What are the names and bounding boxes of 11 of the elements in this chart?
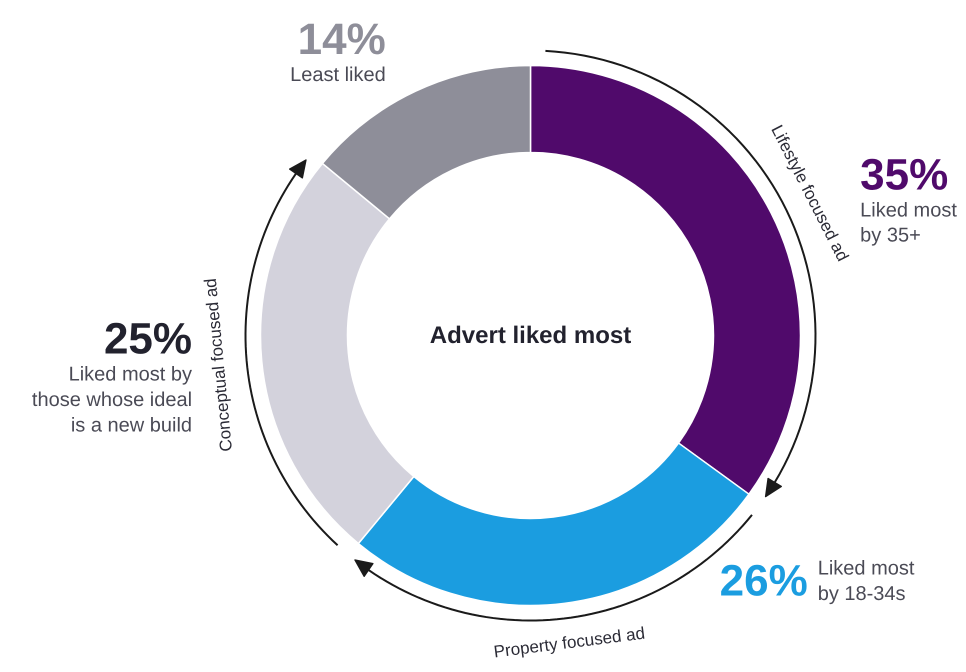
slice-label: Property focused ad bbox=[492, 624, 646, 662]
text: Liked most by those whose ideal is a new build bbox=[32, 364, 192, 436]
data-label: 35% bbox=[860, 150, 948, 200]
text: Liked most by 18-34s bbox=[818, 558, 915, 605]
text: Least liked bbox=[290, 64, 386, 86]
data-label: 26% bbox=[720, 556, 808, 606]
slice-label: Conceptual focused ad bbox=[200, 278, 236, 452]
data-label: 14% bbox=[298, 15, 386, 64]
text: Advert liked most bbox=[430, 322, 632, 349]
data-label: 25% bbox=[104, 314, 192, 364]
text: Liked most by 35+ bbox=[860, 199, 958, 247]
